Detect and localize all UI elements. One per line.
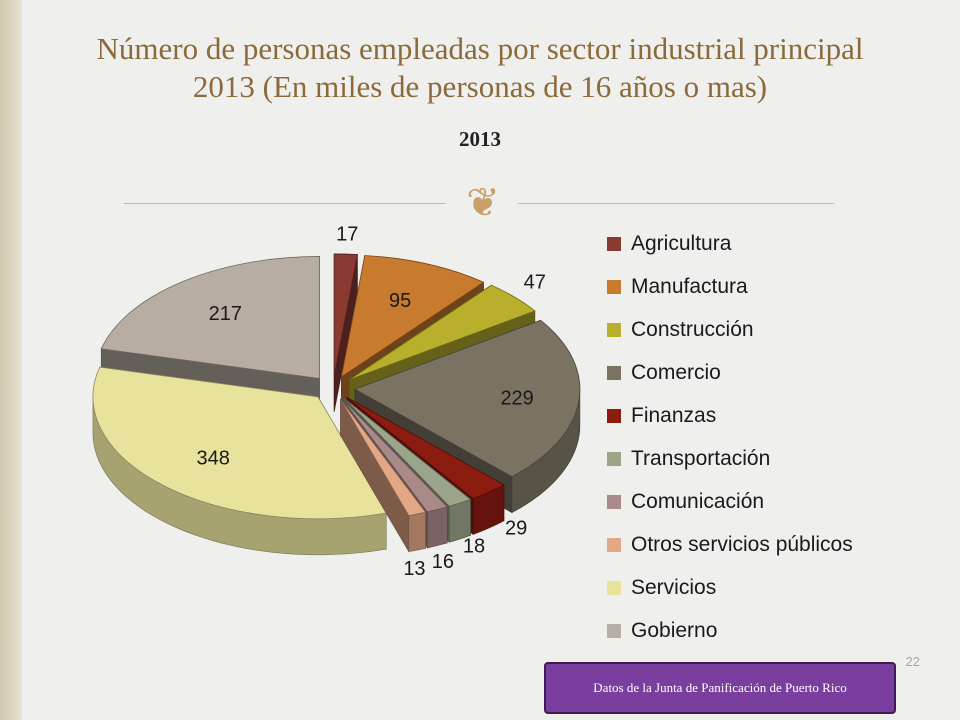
pie-slice-1	[333, 253, 358, 412]
source-note-text: Datos de la Junta de Panificación de Pue…	[593, 680, 847, 695]
legend-item: Servicios	[607, 566, 937, 609]
data-label-3: 47	[524, 271, 546, 293]
legend-item: Comercio	[607, 351, 937, 394]
title-divider-right	[518, 203, 834, 204]
legend-label: Gobierno	[631, 618, 718, 642]
pie-slice-top-6	[344, 398, 472, 507]
data-label-10: 217	[209, 303, 242, 325]
pie-slice-top-7	[341, 398, 449, 513]
pie-slice-top-8	[340, 399, 427, 517]
legend-swatch	[607, 236, 621, 251]
data-label-8: 13	[403, 558, 425, 580]
pie-slice-top-5	[346, 397, 505, 499]
data-label-1: 17	[336, 223, 358, 245]
pie-slice-9	[92, 366, 387, 556]
data-label-9: 348	[197, 447, 230, 469]
legend-label: Servicios	[631, 575, 717, 599]
data-label-7: 16	[432, 551, 454, 573]
legend-swatch	[607, 537, 621, 552]
page-number: 22	[905, 654, 920, 669]
source-note-box: Datos de la Junta de Panificación de Pue…	[544, 662, 896, 714]
legend-swatch	[607, 451, 621, 466]
pie-slice-top-1	[333, 253, 358, 376]
slide-title: Número de personas empleadas por sector …	[96, 31, 864, 104]
chart-title: 2013	[459, 127, 501, 151]
legend-swatch	[607, 408, 621, 423]
legend-item: Otros servicios públicos	[607, 523, 937, 566]
data-label-4: 229	[500, 387, 533, 409]
legend-item: Manufactura	[607, 265, 937, 308]
pie-slice-top-4	[353, 319, 581, 478]
data-label-6: 18	[463, 536, 485, 558]
legend-label: Finanzas	[631, 403, 717, 427]
legend-label: Manufactura	[631, 274, 748, 298]
legend-label: Comunicación	[631, 489, 765, 513]
data-label-2: 95	[389, 290, 411, 312]
legend-swatch	[607, 279, 621, 294]
legend-item: Gobierno	[607, 609, 937, 652]
chart-legend: Agricultura Manufactura Construcción Comerc…	[607, 222, 937, 652]
legend-label: Agricultura	[631, 231, 732, 255]
pie-slice-top-3	[348, 284, 536, 381]
legend-item: Finanzas	[607, 394, 937, 437]
pie-slice-side-7	[427, 506, 448, 549]
data-label-5: 29	[505, 517, 527, 539]
pie-slice-top-2	[340, 255, 485, 378]
legend-item: Comunicación	[607, 480, 937, 523]
scroll-ornament-icon: ❦	[466, 180, 500, 225]
legend-item: Construcción	[607, 308, 937, 351]
pie-slice-top-10	[100, 256, 320, 379]
pie-slice-side-8	[408, 511, 426, 552]
legend-label: Transportación	[631, 446, 771, 470]
title-divider-left	[124, 203, 446, 204]
legend-item: Agricultura	[607, 222, 937, 265]
legend-swatch	[607, 322, 621, 337]
legend-label: Otros servicios públicos	[631, 532, 853, 556]
pie-slice-8	[340, 398, 427, 553]
legend-item: Transportación	[607, 437, 937, 480]
slide-side-border	[0, 0, 22, 720]
legend-swatch	[607, 494, 621, 509]
pie-slice-top-9	[92, 366, 387, 520]
legend-swatch	[607, 365, 621, 380]
legend-swatch	[607, 623, 621, 638]
legend-label: Comercio	[631, 360, 721, 384]
legend-label: Construcción	[631, 317, 754, 341]
legend-swatch	[607, 580, 621, 595]
